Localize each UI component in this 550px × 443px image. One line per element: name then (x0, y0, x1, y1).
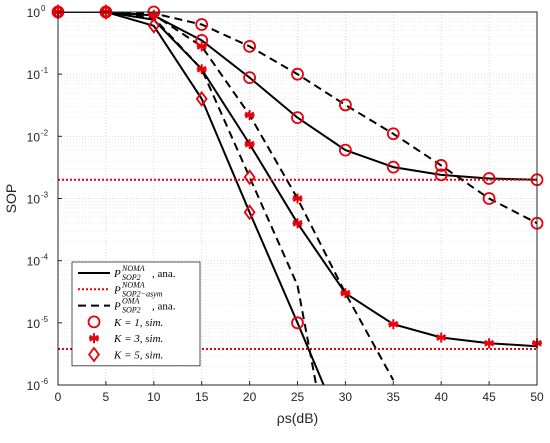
marker-asterisk (388, 319, 399, 330)
y-tick-label: 10 (27, 193, 41, 207)
x-tick-label: 10 (147, 390, 161, 404)
y-tick-label: 10 (27, 6, 41, 20)
line-noma_k5 (58, 12, 325, 385)
legend-symbol-diamond (88, 346, 100, 363)
marker-asterisk (196, 41, 207, 52)
y-tick-label: 10 (27, 379, 41, 393)
legend-box (71, 261, 201, 367)
x-tick-label: 25 (291, 390, 305, 404)
x-axis-label: ρs(dB) (277, 410, 318, 426)
legend-label-sup: NOMA (121, 264, 145, 273)
grid (57, 12, 538, 386)
x-tick-label: 15 (195, 390, 209, 404)
y-tick-exponent: 0 (41, 4, 46, 13)
x-tick-label: 50 (530, 390, 544, 404)
marker-diamond (243, 204, 256, 221)
marker-circle (291, 111, 304, 125)
marker-diamond (147, 17, 160, 34)
legend-label: P (113, 268, 121, 280)
marker-asterisk (484, 338, 495, 349)
marker-circle (338, 98, 352, 112)
legend-label: K = 3, sim. (113, 333, 163, 345)
legend-label: P (113, 301, 121, 313)
legend-label-sub: SOP2 (122, 306, 141, 315)
y-tick-exponent: -3 (41, 191, 49, 200)
marker-circle (386, 160, 400, 174)
y-tick-label: 10 (27, 255, 41, 269)
y-axis-label: SOP (3, 184, 19, 214)
x-tick-label: 30 (339, 390, 353, 404)
legend-label-sub: SOP2−asym (122, 289, 163, 298)
marker-circle (434, 168, 448, 182)
marker-diamond (195, 90, 208, 107)
y-tick-exponent: -1 (41, 66, 49, 75)
y-tick-exponent: -2 (41, 128, 49, 137)
legend-label: K = 5, sim. (113, 350, 163, 362)
marker-asterisk (340, 288, 351, 299)
marker-circle (195, 18, 209, 31)
legend-label-suffix: , ana. (152, 301, 176, 313)
marker-circle (291, 67, 304, 81)
marker-circle (338, 143, 352, 157)
x-tick-label: 35 (387, 390, 401, 404)
marker-circle (291, 316, 304, 330)
marker-asterisk (244, 110, 255, 121)
marker-diamond (99, 3, 112, 20)
y-tick-exponent: -5 (41, 315, 49, 324)
marker-circle (482, 192, 496, 205)
x-tick-label: 45 (482, 390, 496, 404)
legend-label: P (113, 284, 121, 296)
x-axis-ticks: 0 5 10 15 20 25 30 35 40 45 50 (55, 381, 544, 404)
y-tick-exponent: -4 (41, 253, 49, 262)
legend-label-sup: NOMA (121, 280, 145, 289)
marker-diamond (243, 169, 256, 186)
x-tick-label: 5 (103, 390, 110, 404)
x-tick-label: 0 (55, 390, 62, 404)
marker-asterisk (244, 139, 255, 150)
x-tick-label: 20 (243, 390, 257, 404)
marker-circle (482, 172, 496, 185)
y-tick-label: 10 (27, 317, 41, 331)
legend-label: K = 1, sim. (113, 317, 163, 329)
marker-circle (434, 159, 448, 172)
legend-label-suffix: , ana. (152, 268, 176, 280)
marker-circle (386, 127, 400, 141)
legend-symbol-circle (87, 315, 101, 329)
legend-label-sup: OMA (122, 297, 139, 306)
marker-asterisk (292, 218, 303, 229)
y-tick-label: 10 (27, 68, 41, 82)
marker-asterisk (196, 64, 207, 75)
x-tick-label: 40 (435, 390, 449, 404)
marker-asterisk (436, 332, 447, 343)
y-tick-exponent: -6 (41, 377, 49, 386)
marker-circle (243, 71, 257, 85)
legend-symbol-asterisk (89, 333, 99, 344)
line-noma_k1 (58, 12, 537, 181)
legend-label-sub: SOP2 (122, 273, 141, 282)
marker-circle (243, 39, 257, 53)
y-tick-label: 10 (27, 130, 41, 144)
marker-asterisk (292, 193, 303, 204)
